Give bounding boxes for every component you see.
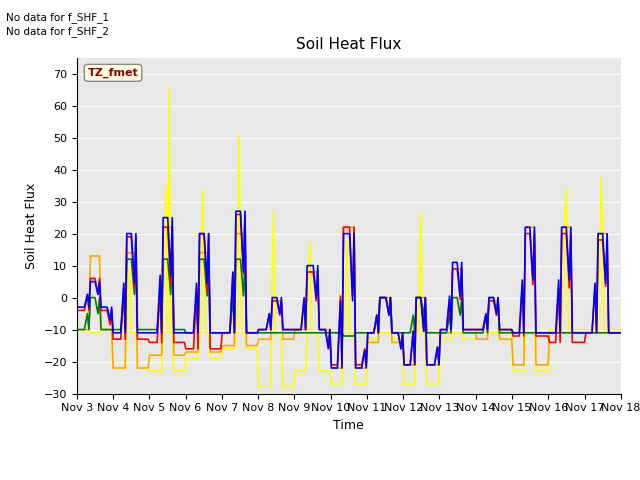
Legend: SHF1, SHF2, SHF3, SHF4, SHF5: SHF1, SHF2, SHF3, SHF4, SHF5	[122, 474, 575, 480]
X-axis label: Time: Time	[333, 419, 364, 432]
Title: Soil Heat Flux: Soil Heat Flux	[296, 37, 401, 52]
Y-axis label: Soil Heat Flux: Soil Heat Flux	[25, 182, 38, 269]
Text: TZ_fmet: TZ_fmet	[88, 68, 138, 78]
Text: No data for f_SHF_1: No data for f_SHF_1	[6, 12, 109, 23]
Text: No data for f_SHF_2: No data for f_SHF_2	[6, 26, 109, 37]
